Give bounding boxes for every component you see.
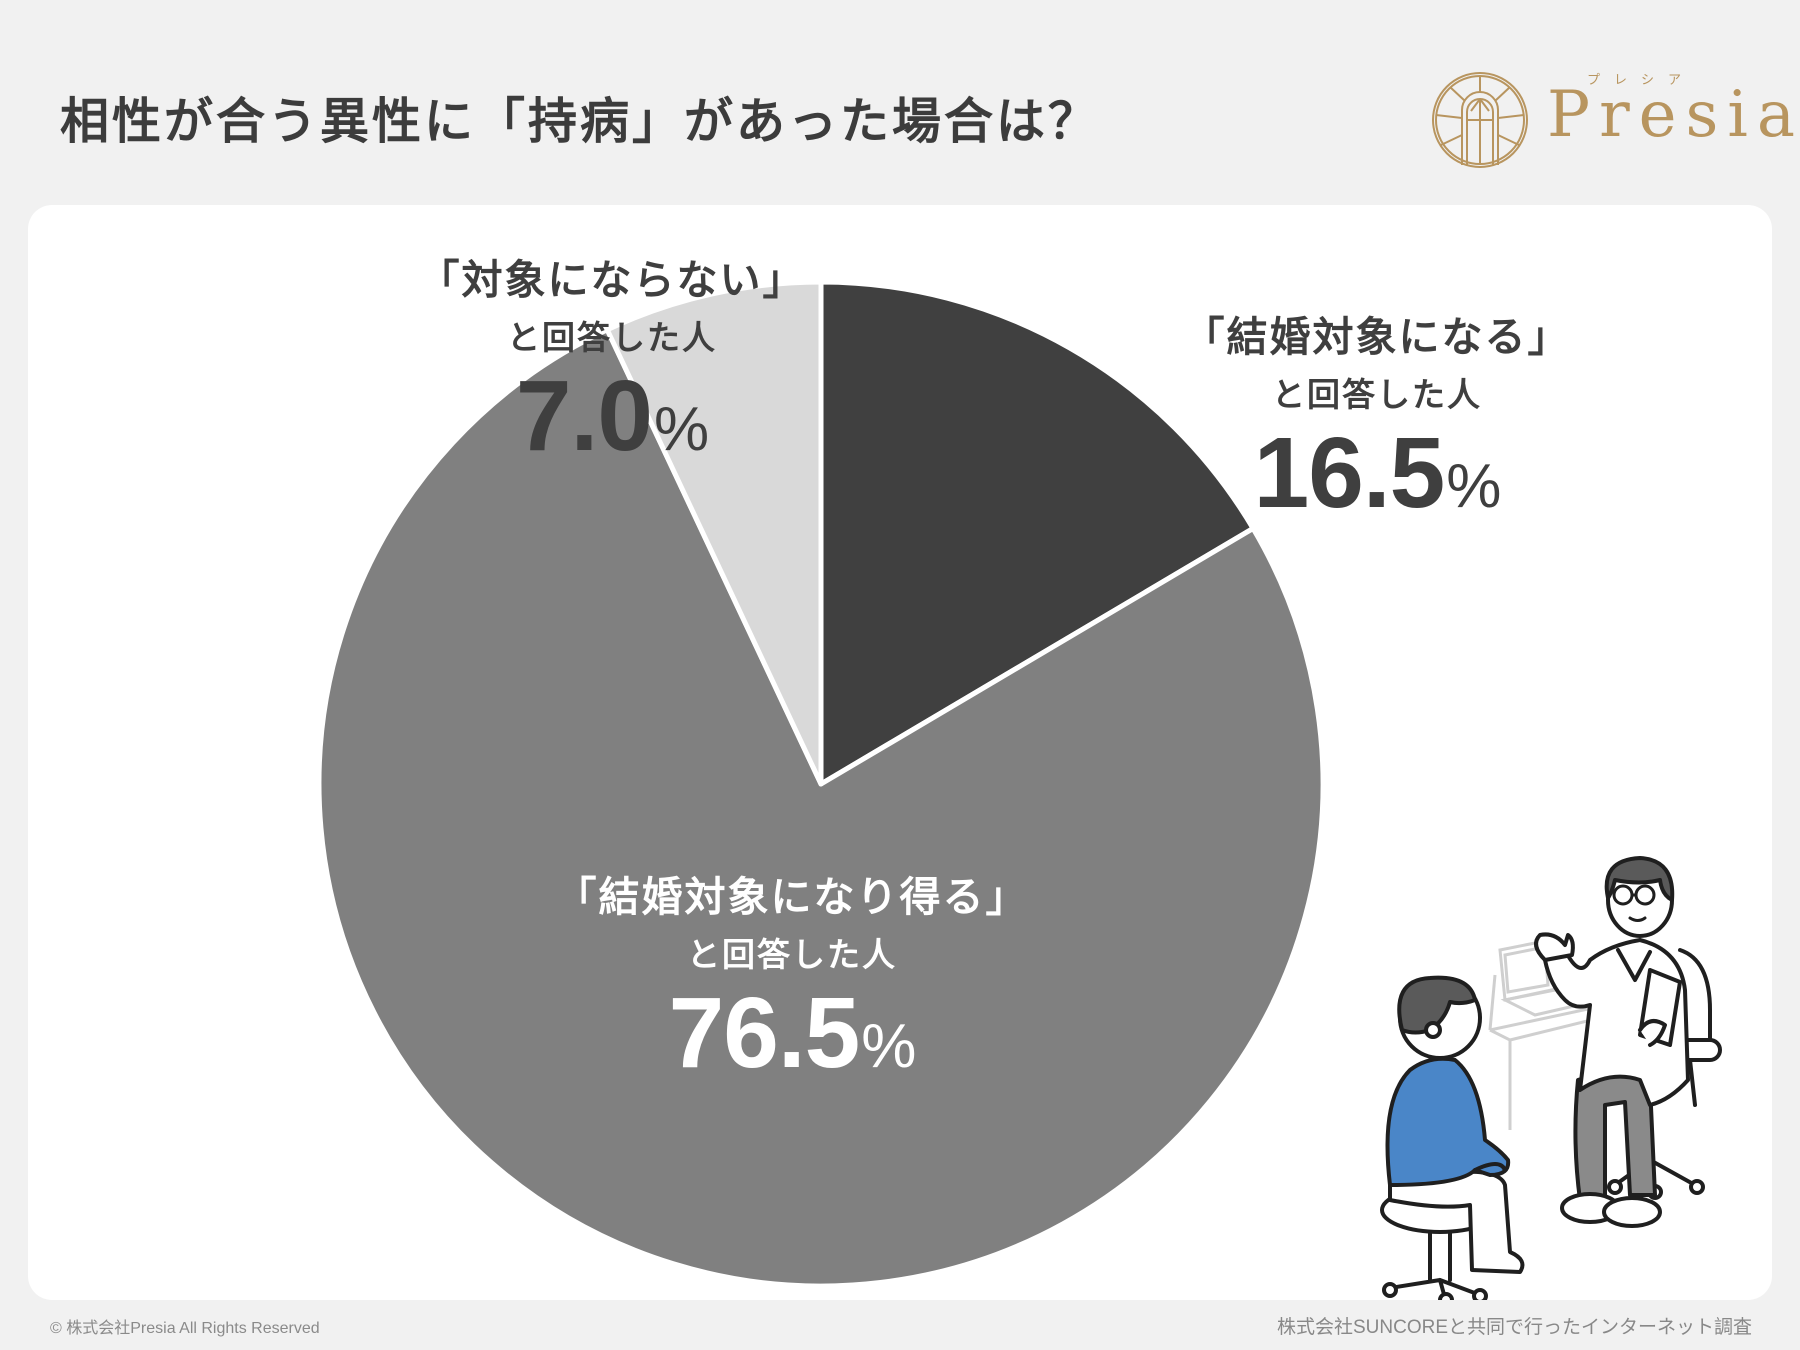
label-marriage-target-line2: と回答した人 — [1272, 375, 1482, 414]
label-possible-target-value: 76.5% — [668, 977, 917, 1089]
pie-chart — [316, 279, 1326, 1289]
pie-slice-not-target — [604, 279, 824, 787]
logo-kana: プレシア — [1587, 73, 1696, 88]
label-not-target-line2: と回答した人 — [507, 318, 717, 357]
doctor-consultation-illustration — [1380, 856, 1722, 1300]
arch-window-logo-icon — [1432, 72, 1528, 168]
pie-slices — [316, 279, 1326, 1289]
label-possible-target-line2: と回答した人 — [687, 935, 897, 974]
presia-logo: プレシア Presia — [1425, 65, 1795, 175]
label-marriage-target-line1: 「結婚対象になる」 — [1183, 313, 1571, 361]
label-marriage-target: 「結婚対象になる」 と回答した人 16.5% — [1183, 313, 1571, 529]
source-note: 株式会社SUNCOREと共同で行ったインターネット調査 — [1276, 1317, 1752, 1338]
label-possible-target: 「結婚対象になり得る」 と回答した人 76.5% — [555, 873, 1029, 1089]
doctor-figure-icon — [1534, 856, 1722, 1228]
label-not-target: 「対象にならない」 と回答した人 7.0% — [418, 256, 806, 472]
label-possible-target-line1: 「結婚対象になり得る」 — [555, 873, 1029, 921]
label-marriage-target-value: 16.5% — [1253, 417, 1502, 529]
page-title: 相性が合う異性に「持病」があった場合は？ — [60, 93, 1101, 150]
label-not-target-line1: 「対象にならない」 — [418, 256, 806, 304]
chart-card: 「対象にならない」 と回答した人 7.0% 「結婚対象になる」 と回答した人 1… — [28, 205, 1772, 1300]
pie-slice-possible-target — [316, 327, 1326, 1289]
logo-wordmark: Presia — [1547, 78, 1800, 152]
patient-figure-icon — [1380, 975, 1525, 1300]
copyright-text: © 株式会社Presia All Rights Reserved — [50, 1320, 320, 1337]
label-not-target-value: 7.0% — [515, 360, 709, 472]
pie-slice-marriage-target — [818, 279, 1256, 787]
